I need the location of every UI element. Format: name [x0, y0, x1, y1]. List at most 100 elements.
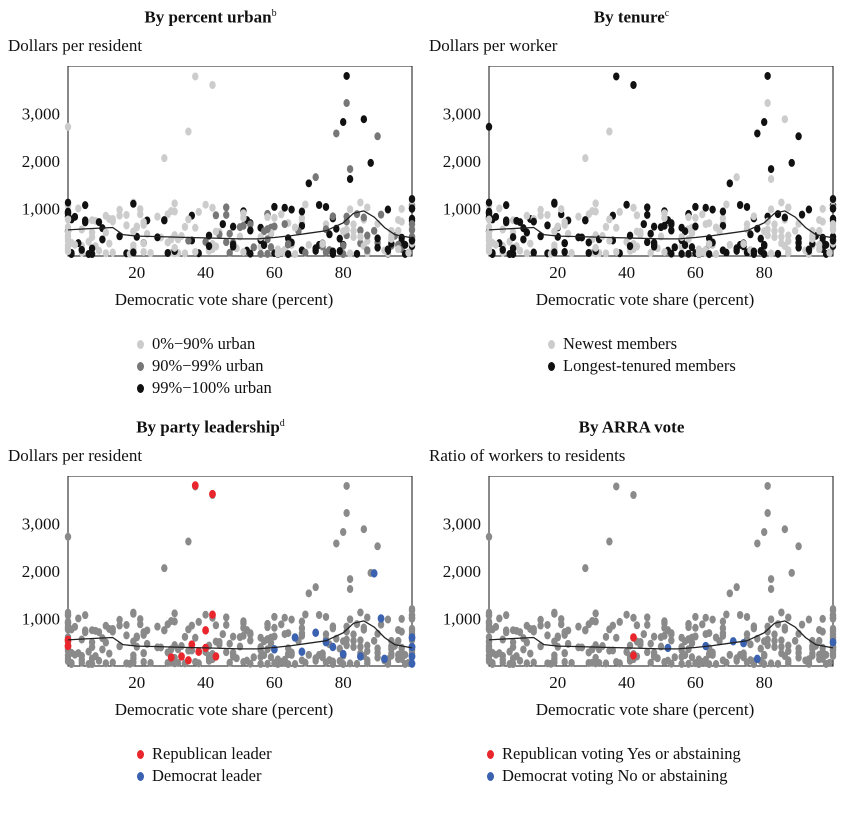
data-point	[785, 246, 792, 255]
data-point	[551, 658, 558, 667]
data-point	[209, 203, 216, 212]
data-point	[685, 623, 692, 632]
data-point	[719, 214, 727, 223]
data-point	[64, 532, 72, 541]
data-point	[171, 617, 178, 626]
data-point	[364, 231, 371, 240]
data-point	[64, 608, 72, 617]
x-tick-label: 60	[266, 673, 283, 692]
data-point	[523, 659, 531, 668]
legend-item: Democrat voting No or abstaining	[487, 765, 741, 787]
data-point	[271, 632, 278, 641]
data-point	[257, 659, 264, 668]
data-point	[668, 636, 675, 645]
data-point	[257, 233, 264, 242]
data-point	[181, 632, 189, 641]
data-point	[123, 210, 130, 219]
data-point	[322, 612, 330, 621]
data-point	[826, 658, 833, 667]
data-point	[181, 222, 189, 231]
data-point	[319, 649, 326, 658]
data-point	[764, 99, 771, 108]
data-point	[360, 213, 368, 222]
data-point	[133, 222, 140, 231]
data-point	[123, 620, 130, 629]
data-point	[747, 230, 754, 239]
republican-point	[191, 481, 199, 490]
data-point	[699, 620, 706, 629]
data-point	[374, 653, 381, 662]
democrat-point	[729, 637, 737, 646]
data-point	[644, 613, 651, 622]
data-point	[192, 657, 199, 666]
smoother-line	[488, 620, 834, 650]
panel-title: By party leadershipd	[136, 417, 285, 437]
data-point	[278, 620, 285, 629]
data-point	[771, 226, 778, 235]
data-point	[260, 637, 268, 646]
data-point	[633, 227, 641, 236]
data-point	[640, 220, 647, 229]
data-point	[723, 200, 730, 209]
data-point	[85, 660, 92, 669]
scatter-plot: 1,000 2,000 3,000 20 40 60 80	[443, 66, 837, 282]
data-point	[520, 645, 527, 654]
data-point	[271, 213, 278, 222]
data-point	[829, 195, 837, 203]
data-point	[764, 481, 771, 490]
data-point	[668, 630, 675, 639]
data-point	[64, 241, 72, 250]
data-point	[264, 659, 271, 668]
panel-percent-urban: By percent urbanb Dollars per resident 1…	[0, 0, 421, 410]
y-tick-label: 3,000	[443, 105, 481, 124]
data-point	[630, 613, 637, 622]
data-point	[192, 633, 199, 642]
data-point	[592, 653, 599, 662]
legend-item: 90%−99% urban	[137, 355, 272, 377]
data-point	[575, 233, 582, 242]
x-axis-label: Democratic vote share (percent)	[535, 700, 755, 719]
data-point	[178, 642, 185, 651]
data-point	[171, 207, 178, 216]
data-point	[685, 645, 692, 654]
data-point	[247, 630, 254, 639]
data-point	[312, 583, 319, 592]
data-point	[785, 203, 792, 212]
republican-point	[212, 652, 220, 661]
data-point	[350, 636, 357, 645]
data-point	[247, 659, 254, 668]
data-point	[154, 233, 161, 242]
data-point	[647, 229, 654, 238]
data-point	[685, 235, 692, 244]
data-point	[374, 644, 381, 653]
data-point	[284, 660, 292, 669]
panel-party-leadership: By party leadershipd Dollars per residen…	[0, 410, 421, 820]
data-point	[647, 248, 654, 257]
data-point	[223, 238, 230, 247]
data-point	[767, 659, 775, 668]
data-point	[154, 212, 161, 221]
data-point	[778, 232, 785, 241]
data-point	[302, 200, 309, 209]
data-point	[544, 210, 551, 219]
data-point	[829, 225, 837, 234]
data-point	[291, 223, 299, 232]
data-point	[346, 205, 354, 214]
data-point	[778, 642, 785, 651]
data-point	[64, 619, 72, 628]
data-point	[509, 643, 517, 652]
data-point	[829, 646, 837, 655]
data-point	[719, 617, 727, 626]
data-point	[650, 240, 658, 249]
data-point	[740, 239, 747, 248]
data-point	[408, 236, 416, 245]
data-point	[509, 233, 517, 242]
data-point	[781, 623, 789, 632]
data-point	[805, 615, 813, 624]
data-point	[506, 250, 513, 259]
panel-title: By ARRA vote	[578, 417, 685, 437]
data-point	[333, 539, 340, 548]
data-point	[795, 132, 802, 141]
y-tick-label: 3,000	[22, 105, 60, 124]
data-point	[195, 617, 202, 626]
